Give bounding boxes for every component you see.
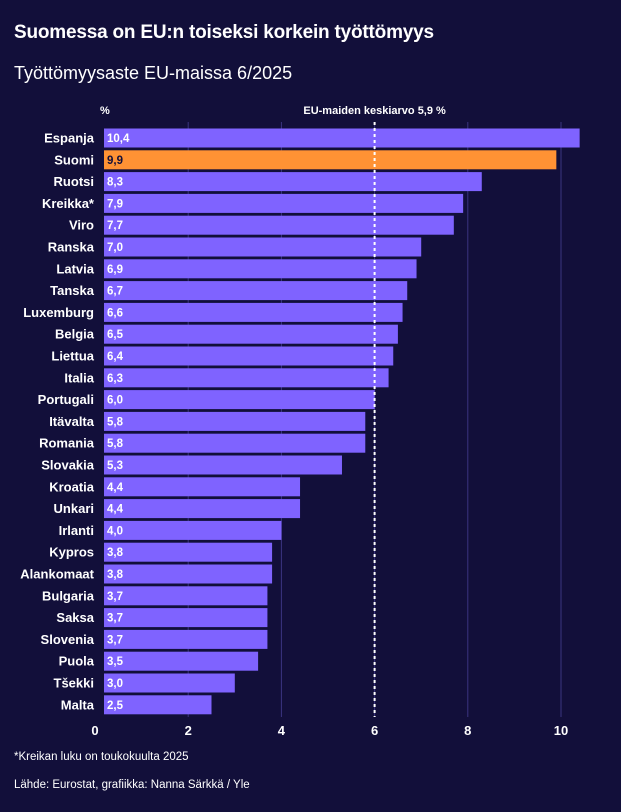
value-label: 9,9 bbox=[107, 155, 123, 167]
category-label: Kypros bbox=[49, 545, 94, 560]
bar-luxemburg bbox=[104, 302, 403, 322]
value-label: 6,6 bbox=[107, 307, 123, 319]
bar-unkari bbox=[104, 499, 301, 519]
bar-belgia bbox=[104, 324, 398, 344]
value-label: 5,8 bbox=[107, 438, 124, 450]
value-label: 7,7 bbox=[107, 220, 123, 232]
value-label: 4,0 bbox=[107, 525, 123, 537]
bar-tanska bbox=[104, 281, 408, 301]
value-label: 4,4 bbox=[107, 504, 124, 516]
bar-alankomaat bbox=[104, 564, 273, 584]
bar-ranska bbox=[104, 237, 422, 257]
bar-slovakia bbox=[104, 455, 342, 475]
value-label: 6,3 bbox=[107, 373, 123, 385]
chart-title: Suomessa on EU:n toiseksi korkein työttö… bbox=[14, 22, 434, 43]
category-label: Itävalta bbox=[49, 414, 95, 429]
bar-itävalta bbox=[104, 411, 366, 431]
category-label: Slovenia bbox=[41, 632, 95, 647]
value-label: 7,0 bbox=[107, 242, 123, 254]
bar-kreikka bbox=[104, 193, 464, 213]
category-label: Slovakia bbox=[41, 458, 95, 473]
bar-kroatia bbox=[104, 477, 301, 497]
value-label: 3,8 bbox=[107, 547, 124, 559]
category-label: Portugali bbox=[38, 392, 94, 407]
bar-saksa bbox=[104, 608, 268, 628]
category-label: Italia bbox=[64, 370, 94, 385]
category-label: Unkari bbox=[54, 501, 94, 516]
category-label: Bulgaria bbox=[42, 588, 95, 603]
category-label: Alankomaat bbox=[20, 567, 94, 582]
category-label: Latvia bbox=[56, 261, 94, 276]
value-label: 2,5 bbox=[107, 700, 124, 712]
bar-italia bbox=[104, 368, 389, 388]
bar-suomi bbox=[104, 150, 557, 170]
value-label: 5,8 bbox=[107, 416, 124, 428]
category-label: Espanja bbox=[44, 131, 95, 146]
category-label: Malta bbox=[61, 697, 95, 712]
value-label: 6,0 bbox=[107, 395, 123, 407]
category-label: Ranska bbox=[48, 240, 95, 255]
category-label: Ruotsi bbox=[54, 174, 94, 189]
source-credit: Lähde: Eurostat, grafiikka: Nanna Särkkä… bbox=[14, 779, 250, 791]
value-label: 3,0 bbox=[107, 678, 123, 690]
bar-bulgaria bbox=[104, 586, 268, 606]
category-label: Kreikka* bbox=[42, 196, 95, 211]
bar-viro bbox=[104, 215, 454, 235]
category-label: Tanska bbox=[50, 283, 95, 298]
value-label: 5,3 bbox=[107, 460, 123, 472]
category-label: Liettua bbox=[51, 349, 94, 364]
value-label: 6,4 bbox=[107, 351, 124, 363]
value-label: 7,9 bbox=[107, 198, 123, 210]
x-tick-label: 4 bbox=[278, 723, 286, 738]
x-tick-label: 0 bbox=[91, 723, 98, 738]
category-label: Romania bbox=[39, 436, 95, 451]
bar-espanja bbox=[104, 128, 580, 148]
category-label: Belgia bbox=[55, 327, 95, 342]
bar-ruotsi bbox=[104, 172, 482, 192]
bar-tšekki bbox=[104, 673, 235, 693]
category-label: Kroatia bbox=[49, 479, 95, 494]
bar-latvia bbox=[104, 259, 417, 279]
category-label: Viro bbox=[69, 218, 94, 233]
value-label: 8,3 bbox=[107, 177, 123, 189]
category-label: Luxemburg bbox=[23, 305, 94, 320]
category-label: Saksa bbox=[56, 610, 94, 625]
value-label: 3,5 bbox=[107, 656, 124, 668]
bar-liettua bbox=[104, 346, 394, 366]
value-label: 3,7 bbox=[107, 591, 123, 603]
bar-portugali bbox=[104, 390, 375, 410]
category-label: Puola bbox=[59, 654, 95, 669]
bar-malta bbox=[104, 695, 212, 715]
bar-chart: Espanja 10,4 Suomi 9,9 Ruotsi 8,3 Kreikka* 7,9 V… bbox=[20, 122, 580, 738]
footnote: *Kreikan luku on toukokuulta 2025 bbox=[14, 751, 189, 763]
bar-irlanti bbox=[104, 520, 282, 540]
bar-romania bbox=[104, 433, 366, 453]
bar-kypros bbox=[104, 542, 273, 562]
value-label: 4,4 bbox=[107, 482, 124, 494]
value-label: 3,7 bbox=[107, 613, 123, 625]
category-label: Tšekki bbox=[54, 676, 94, 691]
x-tick-label: 8 bbox=[464, 723, 471, 738]
value-label: 3,8 bbox=[107, 569, 124, 581]
value-label: 10,4 bbox=[107, 133, 130, 145]
unit-label: % bbox=[100, 105, 110, 117]
x-tick-label: 6 bbox=[371, 723, 378, 738]
average-line-label: EU-maiden keskiarvo 5,9 % bbox=[303, 105, 446, 117]
value-label: 6,9 bbox=[107, 264, 123, 276]
bar-puola bbox=[104, 651, 259, 671]
category-label: Irlanti bbox=[59, 523, 94, 538]
value-label: 6,5 bbox=[107, 329, 124, 341]
x-tick-label: 2 bbox=[185, 723, 192, 738]
chart-subtitle: Työttömyysaste EU-maissa 6/2025 bbox=[14, 63, 293, 83]
value-label: 3,7 bbox=[107, 634, 123, 646]
category-label: Suomi bbox=[54, 152, 94, 167]
value-label: 6,7 bbox=[107, 286, 123, 298]
bar-slovenia bbox=[104, 629, 268, 649]
x-tick-label: 10 bbox=[554, 723, 568, 738]
